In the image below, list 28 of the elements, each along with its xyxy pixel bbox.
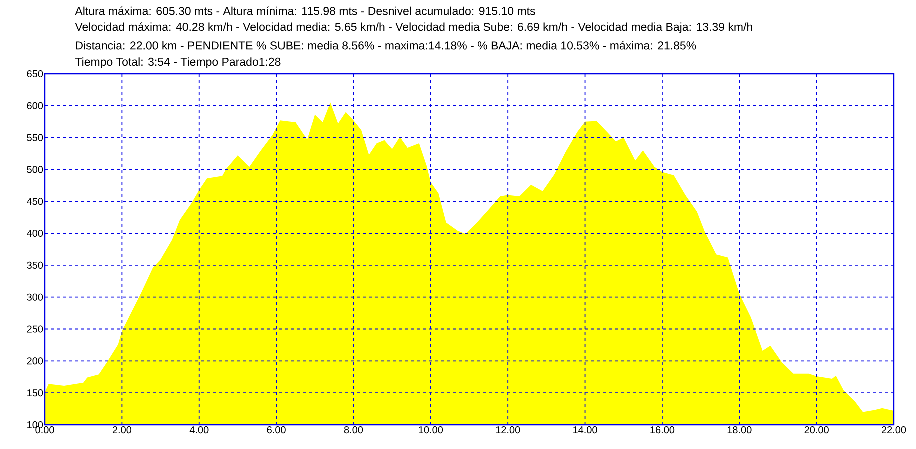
x-tick-label: 4.00: [190, 426, 209, 434]
y-tick-label: 550: [27, 134, 44, 142]
x-tick-label: 18.00: [728, 426, 752, 434]
x-tick-label: 14.00: [574, 426, 598, 434]
y-tick-label: 250: [27, 326, 44, 333]
text: Tiempo Total: 3:54 - Tiempo Parado1:28: [75, 58, 281, 68]
y-tick-label: 500: [27, 166, 44, 174]
x-tick-label: 22.00: [882, 426, 906, 434]
chart-title: Altura máxima: 605.30 mts - Altura mínima: 115.98 mts - Desnivel acumulado: 915.10 mts: [75, 6, 536, 16]
x-tick-label: 2.00: [112, 426, 132, 434]
x-tick-label: 12.00: [496, 426, 520, 434]
text: Distancia: 22.00 km - PENDIENTE % SUBE: media 8.56% - maxima:14.18% - % BAJA: media 10.53% - máxima: 21.85%: [76, 41, 696, 50]
x-tick-label: 8.00: [344, 426, 364, 434]
y-tick-label: 600: [27, 102, 44, 110]
x-tick-label: 10.00: [419, 426, 444, 434]
y-tick-label: 350: [27, 262, 44, 269]
x-tick-label: 0.00: [36, 426, 54, 434]
y-tick-label: 450: [27, 198, 44, 206]
y-tick-label: 400: [27, 230, 44, 238]
y-tick-label: 100: [28, 421, 44, 429]
y-tick-label: 200: [27, 358, 44, 365]
y-tick-label: 300: [27, 294, 44, 301]
x-tick-label: 20.00: [804, 426, 829, 434]
x-tick-label: 6.00: [267, 426, 286, 434]
y-tick-label: 150: [28, 390, 44, 397]
y-tick-label: 650: [27, 70, 44, 78]
text: Velocidad máxima: 40.28 km/h - Velocidad media: 5.65 km/h - Velocidad media Sube: 6.69 km/h - Velocidad media Baja: 13.39 km/h: [75, 22, 752, 34]
x-tick-label: 16.00: [650, 426, 675, 434]
